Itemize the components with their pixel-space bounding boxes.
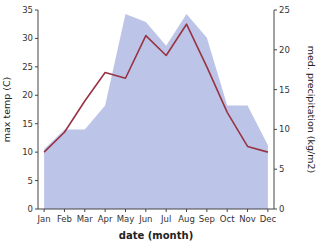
y2-tick [274,89,277,90]
y2-tick [274,49,277,50]
y2-axis-label: med. precipitation (kg/m2) [306,46,317,173]
x-tick [206,209,207,212]
y2-tick-label: 25 [279,5,290,15]
y-tick [35,152,38,153]
y2-tick-label: 0 [279,204,284,214]
y2-tick-label: 5 [279,164,284,174]
x-tick [227,209,228,212]
line [44,24,268,152]
y-tick-label: 0 [28,204,33,214]
x-tick [105,209,106,212]
x-tick-label: Apr [98,214,113,224]
y-tick-label: 5 [28,176,33,186]
x-tick-label: Jun [138,214,152,224]
y-tick-label: 10 [22,147,33,157]
x-tick [64,209,65,212]
y2-axis-line [274,10,275,209]
y-tick [35,123,38,124]
y-tick-label: 30 [22,33,33,43]
y-tick [35,38,38,39]
x-tick-label: May [117,214,135,224]
y-axis-label: max temp (C) [1,77,12,143]
y2-tick-label: 15 [279,85,290,95]
y2-tick [274,129,277,130]
y-tick [35,209,38,210]
y2-tick-label: 10 [279,124,290,134]
y-tick [35,10,38,11]
y-axis-line [38,10,39,209]
y-tick-label: 25 [22,62,33,72]
x-tick [125,209,126,212]
y2-tick [274,10,277,11]
x-tick-label: Jul [160,214,171,224]
x-tick-label: Aug [178,214,195,224]
area [44,14,268,209]
x-tick [166,209,167,212]
y-tick-label: 15 [22,119,33,129]
x-tick-label: Jan [37,214,51,224]
y-tick-label: 35 [22,5,33,15]
x-tick-label: Oct [220,214,235,224]
x-axis-line [38,209,274,210]
y2-tick-label: 20 [279,45,290,55]
y-tick [35,95,38,96]
x-tick-label: Mar [77,214,94,224]
y-tick-label: 20 [22,90,33,100]
x-tick-label: Sep [199,214,215,224]
x-tick [267,209,268,212]
y-tick [35,66,38,67]
y-tick [35,180,38,181]
x-axis-label: date (month) [119,230,193,241]
y2-tick [274,209,277,210]
x-tick [145,209,146,212]
x-tick-label: Dec [260,214,277,224]
x-tick-label: Nov [239,214,256,224]
chart: JanFebMarAprMayJunJulAugSepOctNovDec0510… [0,0,318,247]
x-tick [84,209,85,212]
x-tick [186,209,187,212]
x-tick [247,209,248,212]
plot-area [44,14,268,209]
x-tick-label: Feb [57,214,72,224]
y2-tick [274,169,277,170]
x-tick [44,209,45,212]
